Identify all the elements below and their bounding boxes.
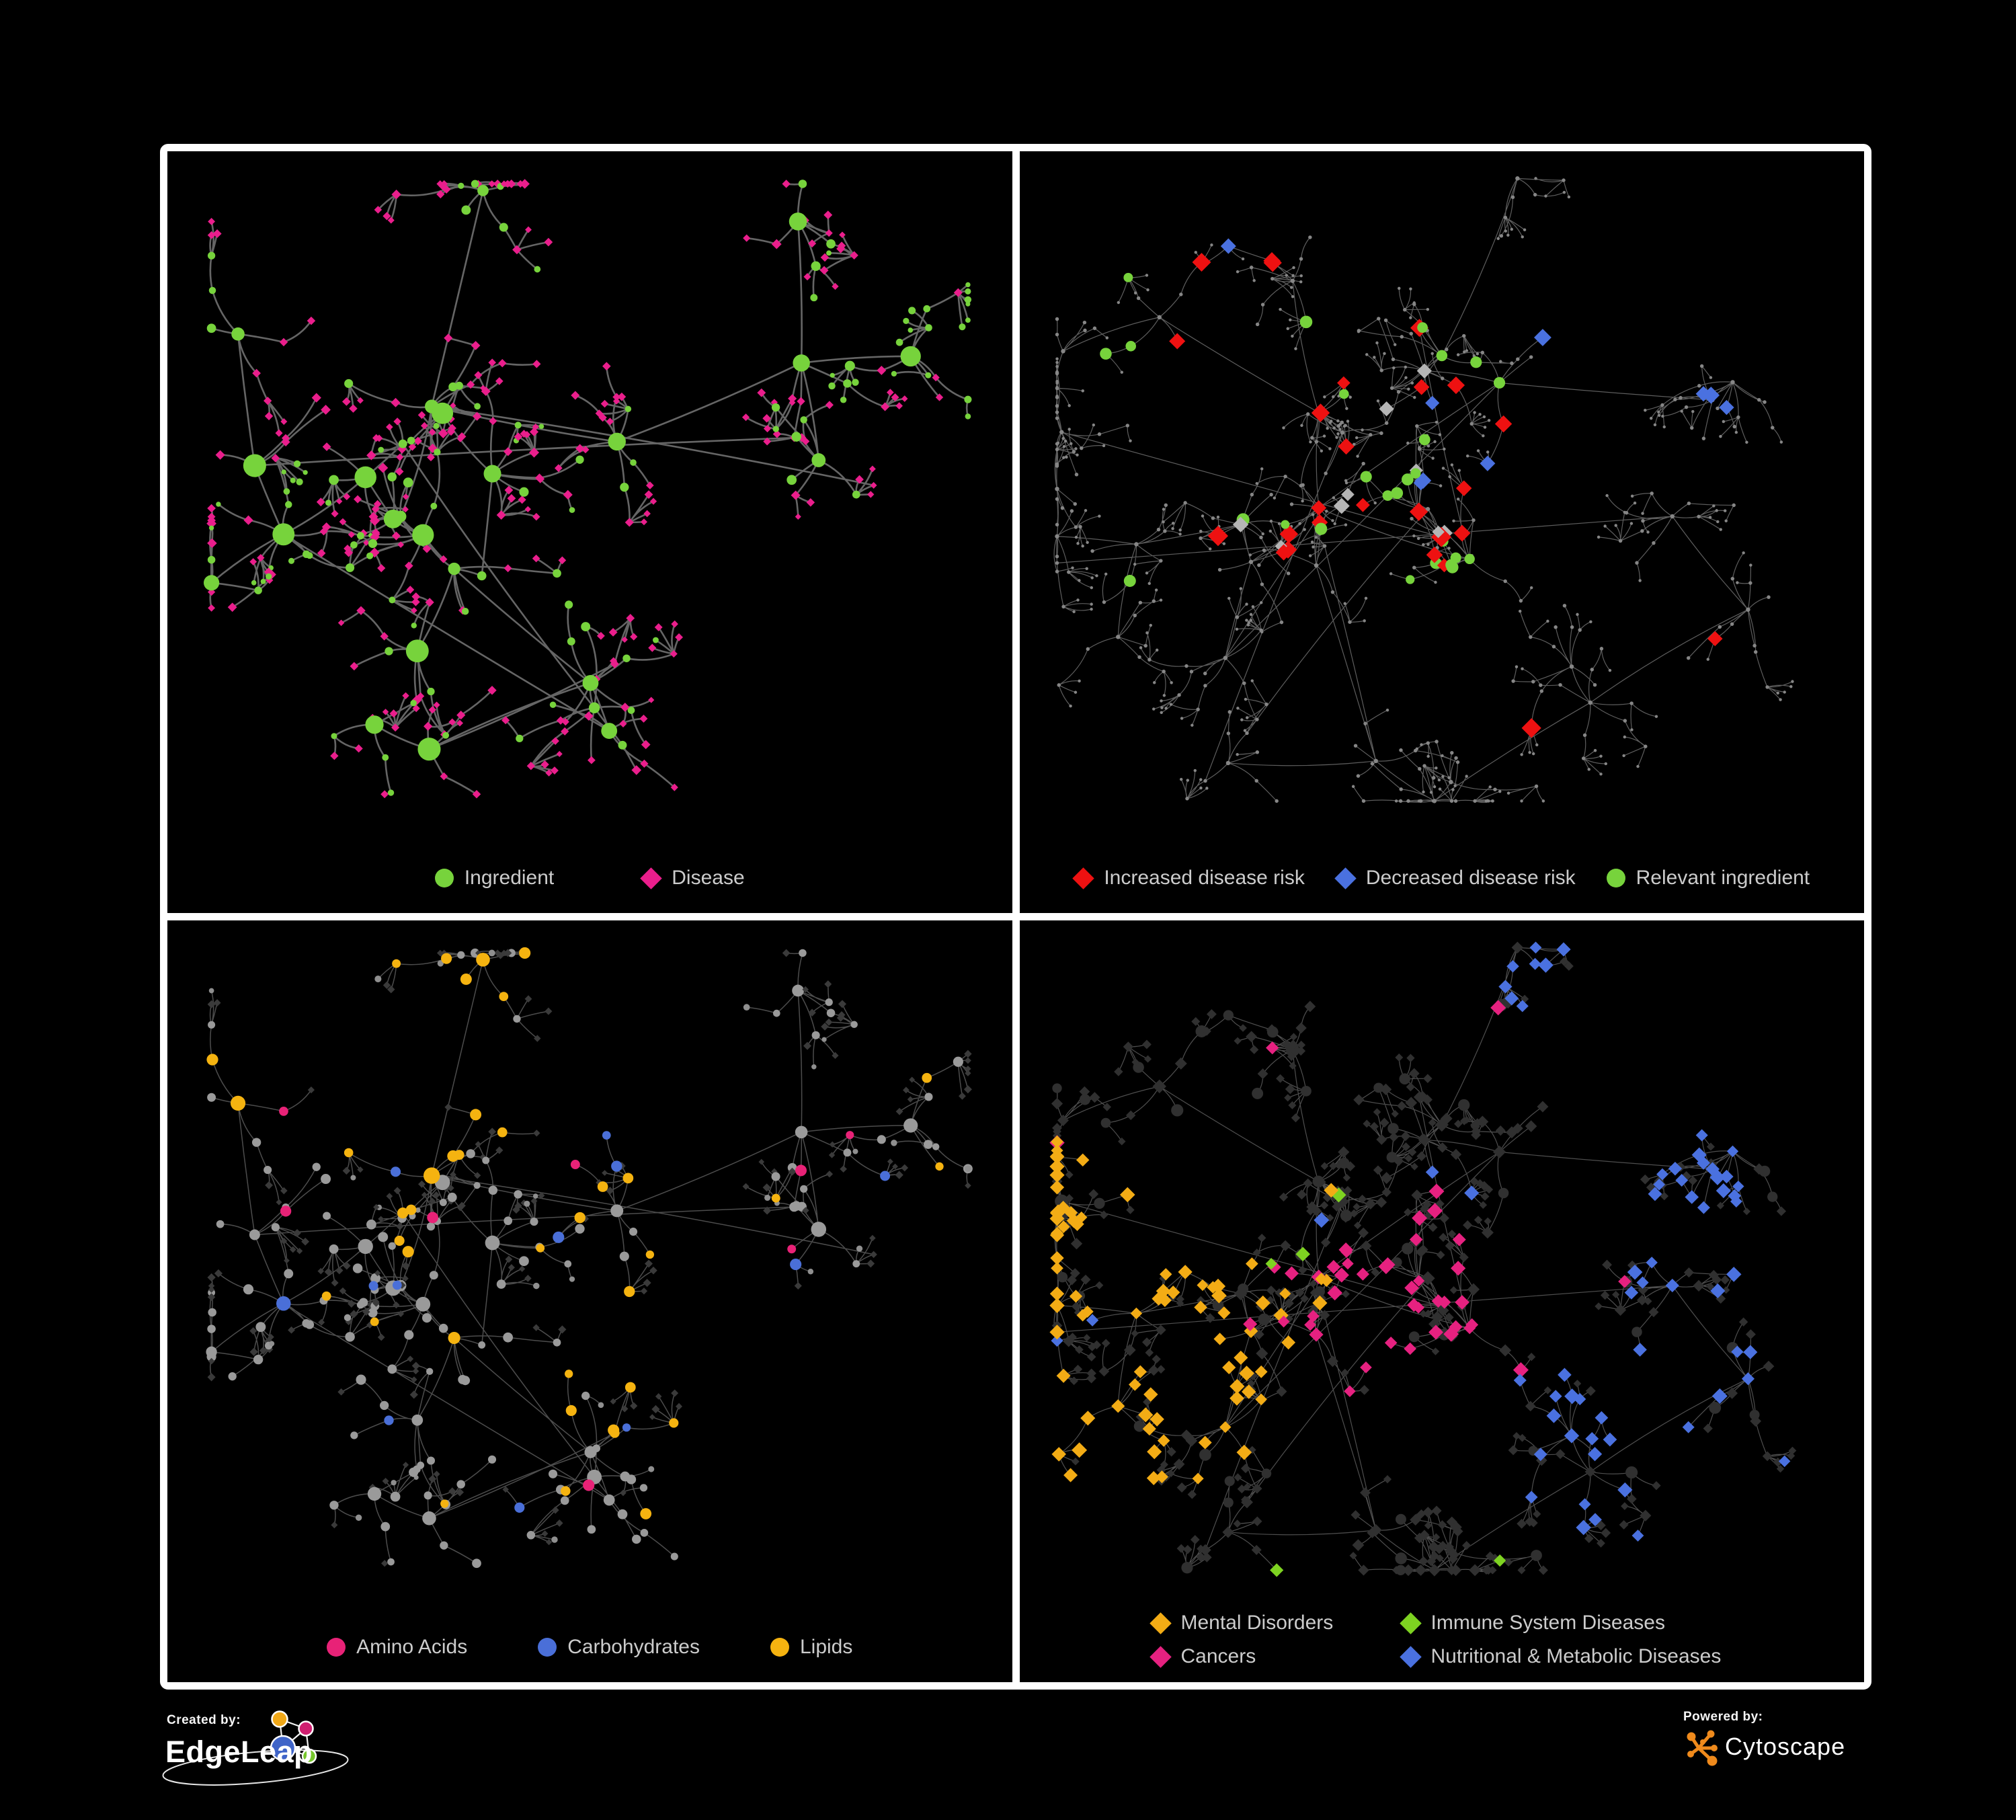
ingredient-classes-network-graph bbox=[206, 947, 973, 1569]
disease-classes-network-graph bbox=[1049, 941, 1796, 1577]
powered-by-label: Powered by: bbox=[1683, 1710, 1763, 1724]
mental-disorders-diamond-icon bbox=[1149, 1612, 1172, 1634]
panel-ingredient-classes: Amino Acids Carbohydrates Lipids bbox=[167, 920, 1012, 1682]
nutritional-diseases-diamond-icon bbox=[1399, 1645, 1422, 1668]
legend-label: Nutritional & Metabolic Diseases bbox=[1430, 1645, 1722, 1667]
legend-label: Mental Disorders bbox=[1180, 1612, 1334, 1634]
legend-item: Immune System Diseases bbox=[1399, 1611, 1722, 1635]
legend-label: Immune System Diseases bbox=[1430, 1612, 1665, 1634]
ingredient-disease-network-graph bbox=[203, 179, 972, 799]
cytoscape-logo-icon bbox=[1687, 1730, 1718, 1766]
cancers-diamond-icon bbox=[1149, 1645, 1172, 1668]
created-by-block: Created by: EdgeLeap bbox=[165, 1713, 313, 1769]
panel-grid-frame: Ingredient Disease Increased disease ris… bbox=[160, 144, 1871, 1690]
panel-disease-risk: Increased disease risk Decreased disease… bbox=[1019, 151, 1864, 913]
legend-label: Cancers bbox=[1180, 1645, 1256, 1667]
disease-risk-network-graph bbox=[1053, 176, 1794, 803]
panel-disease-classes: Mental Disorders Immune System Diseases … bbox=[1019, 920, 1864, 1682]
legend-item: Mental Disorders bbox=[1149, 1611, 1401, 1635]
cytoscape-wordmark: Cytoscape bbox=[1725, 1733, 1846, 1760]
legend-disease-classes: Mental Disorders Immune System Diseases … bbox=[1149, 1611, 1722, 1669]
powered-by-block: Powered by: Cytoscape bbox=[1683, 1710, 1845, 1766]
legend-item: Nutritional & Metabolic Diseases bbox=[1399, 1645, 1722, 1669]
panel-ingredient-disease: Ingredient Disease bbox=[167, 151, 1012, 913]
legend-item: Cancers bbox=[1149, 1645, 1401, 1669]
created-by-label: Created by: bbox=[167, 1713, 241, 1727]
immune-diseases-diamond-icon bbox=[1399, 1612, 1422, 1634]
edgeleap-wordmark: EdgeLeap bbox=[165, 1735, 313, 1769]
